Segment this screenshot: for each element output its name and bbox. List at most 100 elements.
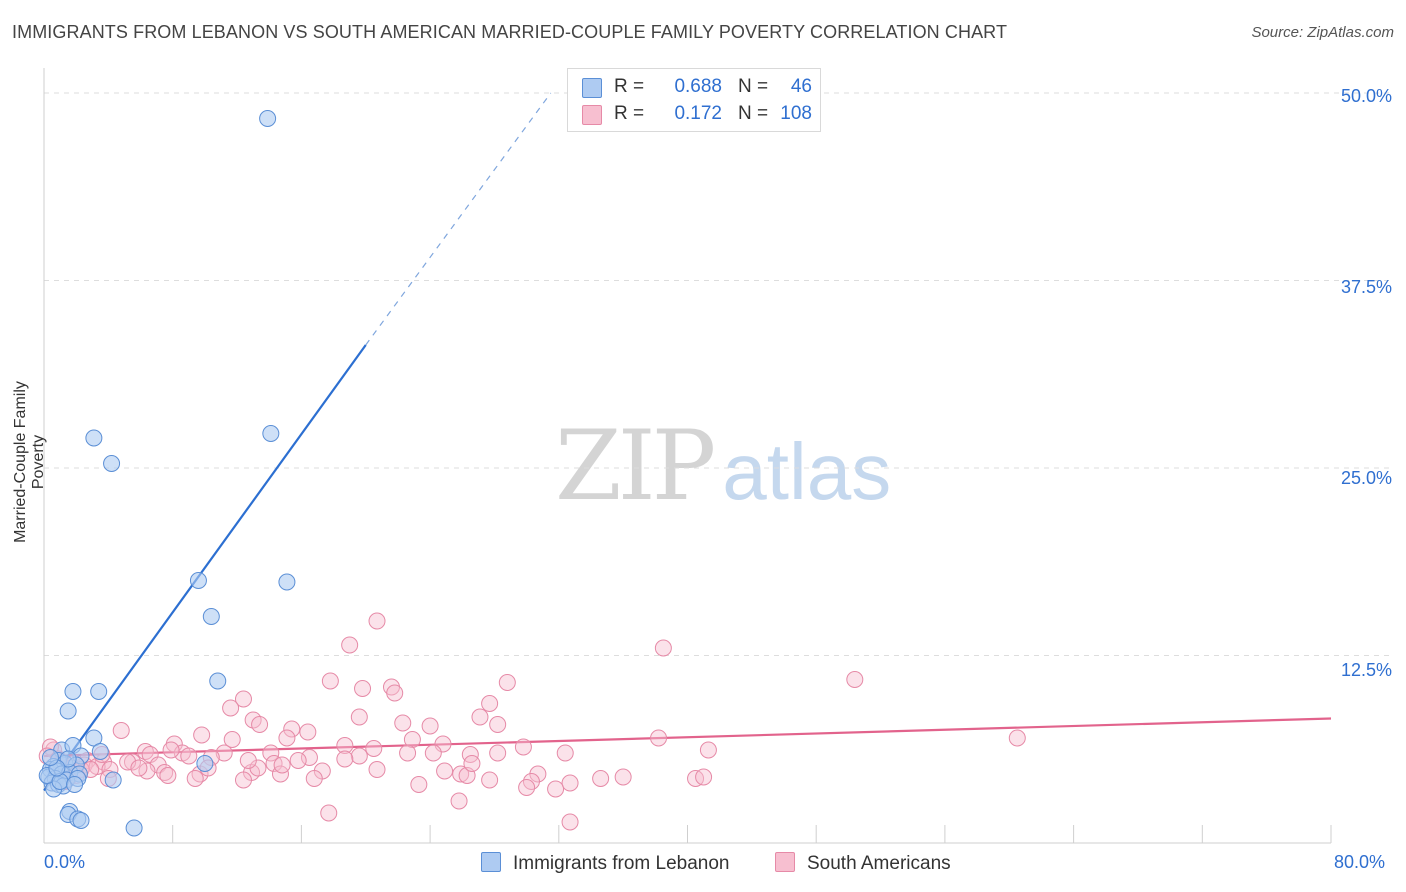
data-point-lebanon bbox=[90, 683, 108, 700]
x-tick-label-min: 0.0% bbox=[44, 852, 86, 872]
data-point-lebanon bbox=[103, 455, 121, 472]
data-point-south-americans bbox=[354, 680, 372, 697]
data-point-south-americans bbox=[278, 729, 296, 747]
legend-item-south-americans[interactable]: South Americans bbox=[775, 852, 951, 875]
swatch-blue bbox=[582, 78, 602, 98]
legend-label-south-americans: South Americans bbox=[807, 853, 951, 874]
data-point-south-americans bbox=[300, 749, 318, 766]
n-value: 108 bbox=[780, 103, 812, 124]
data-point-south-americans bbox=[368, 761, 386, 778]
data-point-south-americans bbox=[471, 708, 489, 726]
data-point-south-americans bbox=[136, 743, 154, 760]
data-point-south-americans bbox=[846, 671, 864, 688]
data-point-lebanon bbox=[259, 110, 277, 127]
data-point-south-americans bbox=[518, 779, 536, 796]
data-point-lebanon bbox=[196, 755, 214, 772]
data-point-south-americans bbox=[305, 770, 323, 787]
r-label: R = bbox=[614, 103, 645, 124]
trend-line-south-americans bbox=[43, 717, 1332, 758]
data-point-south-americans bbox=[156, 764, 174, 781]
data-point-lebanon bbox=[125, 819, 143, 837]
data-point-lebanon bbox=[85, 429, 103, 447]
data-point-south-americans bbox=[547, 780, 565, 798]
data-point-south-americans bbox=[481, 695, 499, 712]
data-point-south-americans bbox=[556, 744, 574, 762]
points-south-americans bbox=[38, 612, 1026, 831]
legend-swatch-pink bbox=[775, 852, 795, 872]
swatch-pink bbox=[582, 105, 602, 125]
n-label: N = bbox=[738, 103, 769, 124]
data-point-south-americans bbox=[162, 741, 180, 759]
data-point-south-americans bbox=[463, 755, 481, 772]
data-point-south-americans bbox=[223, 731, 241, 748]
data-point-south-americans bbox=[336, 750, 354, 768]
data-point-south-americans bbox=[421, 717, 439, 735]
data-point-south-americans bbox=[592, 770, 610, 787]
data-point-south-americans bbox=[695, 768, 713, 786]
data-point-lebanon bbox=[189, 572, 207, 589]
data-point-south-americans bbox=[481, 771, 499, 789]
data-point-south-americans bbox=[289, 752, 307, 769]
data-point-south-americans bbox=[283, 720, 301, 738]
y-tick-label: 50.0% bbox=[1340, 86, 1392, 106]
legend-item-lebanon[interactable]: Immigrants from Lebanon bbox=[481, 852, 730, 875]
data-point-lebanon bbox=[278, 573, 296, 591]
data-point-south-americans bbox=[386, 684, 404, 702]
data-point-lebanon bbox=[59, 750, 77, 768]
data-point-south-americans bbox=[424, 744, 442, 762]
n-label: N = bbox=[738, 76, 769, 97]
data-point-south-americans bbox=[650, 729, 668, 747]
data-point-south-americans bbox=[498, 674, 516, 691]
r-value: 0.688 bbox=[674, 76, 722, 97]
data-point-south-americans bbox=[186, 770, 204, 787]
trend-lines bbox=[43, 92, 1332, 792]
data-point-south-americans bbox=[394, 714, 412, 732]
data-point-south-americans bbox=[436, 762, 454, 780]
y-tick-label: 12.5% bbox=[1340, 660, 1392, 680]
watermark: ZIP atlas bbox=[555, 410, 891, 522]
data-point-south-americans bbox=[368, 612, 386, 630]
data-point-south-americans bbox=[321, 672, 339, 690]
axes bbox=[43, 68, 1332, 844]
data-point-south-americans bbox=[112, 722, 130, 739]
data-point-south-americans bbox=[193, 726, 211, 744]
y-axis-label: Married-Couple Family Poverty bbox=[12, 381, 47, 543]
data-point-south-americans bbox=[410, 776, 428, 793]
data-point-south-americans bbox=[452, 765, 470, 783]
watermark-zip: ZIP bbox=[555, 410, 716, 522]
data-point-south-americans bbox=[299, 723, 317, 741]
data-point-lebanon bbox=[64, 683, 82, 700]
data-point-lebanon bbox=[104, 771, 122, 789]
stats-legend: R = 0.688 N = 46 R = 0.172 N = 108 bbox=[567, 68, 821, 132]
data-point-south-americans bbox=[489, 744, 507, 762]
data-point-lebanon bbox=[202, 608, 220, 625]
trend-line-lebanon-extension bbox=[365, 92, 552, 346]
data-point-south-americans bbox=[234, 771, 252, 789]
data-point-south-americans bbox=[159, 767, 177, 784]
data-point-south-americans bbox=[514, 738, 532, 756]
source-label: Source: ZipAtlas.com bbox=[1251, 24, 1394, 41]
n-value: 46 bbox=[790, 76, 812, 97]
data-point-south-americans bbox=[654, 639, 672, 657]
data-point-south-americans bbox=[262, 744, 280, 762]
chart-title: IMMIGRANTS FROM LEBANON VS SOUTH AMERICA… bbox=[12, 22, 1008, 42]
data-point-south-americans bbox=[320, 804, 338, 822]
data-point-south-americans bbox=[273, 756, 291, 774]
legend-label-lebanon: Immigrants from Lebanon bbox=[513, 853, 730, 874]
data-point-lebanon bbox=[72, 812, 90, 829]
data-point-south-americans bbox=[336, 737, 354, 754]
data-point-lebanon bbox=[59, 702, 77, 720]
data-point-south-americans bbox=[239, 752, 257, 769]
data-point-south-americans bbox=[614, 768, 632, 786]
data-point-south-americans bbox=[365, 740, 383, 757]
points-immigrants-lebanon bbox=[38, 110, 296, 837]
data-point-lebanon bbox=[262, 425, 280, 442]
grid-lines bbox=[44, 92, 1392, 656]
data-point-south-americans bbox=[561, 813, 579, 831]
data-point-lebanon bbox=[209, 672, 227, 690]
data-point-lebanon bbox=[41, 749, 59, 766]
data-point-south-americans bbox=[350, 708, 368, 726]
data-point-south-americans bbox=[251, 716, 269, 733]
data-point-south-americans bbox=[180, 747, 198, 765]
